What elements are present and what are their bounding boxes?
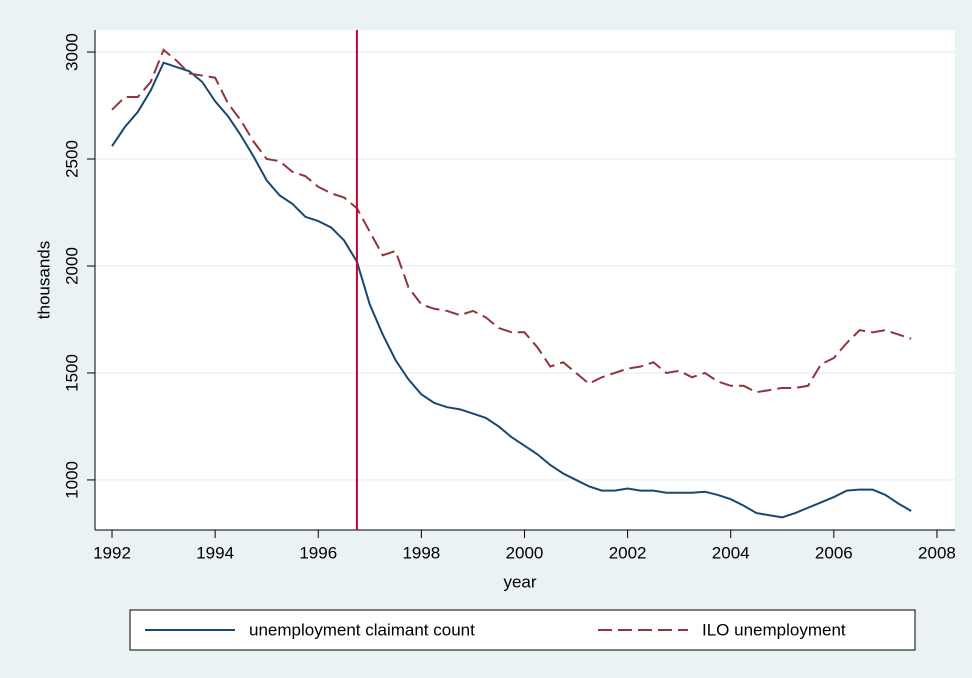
x-tick-label: 2002 [609, 543, 647, 562]
x-tick-label: 2000 [506, 543, 544, 562]
y-tick-label: 1000 [62, 461, 81, 499]
x-tick-label: 2008 [918, 543, 956, 562]
x-axis-title: year [503, 572, 536, 591]
y-tick-label: 3000 [62, 33, 81, 71]
y-tick-label: 2500 [62, 140, 81, 178]
x-tick-label: 2004 [712, 543, 750, 562]
x-tick-label: 1996 [299, 543, 337, 562]
x-tick-label: 1998 [402, 543, 440, 562]
y-axis-title: thousands [34, 241, 53, 319]
data-line [111, 48, 912, 394]
data-line [111, 61, 912, 519]
y-tick-label: 2000 [62, 247, 81, 285]
plot-area [95, 30, 955, 530]
x-tick-label: 1992 [93, 543, 131, 562]
legend-label: unemployment claimant count [249, 620, 475, 639]
legend-label: ILO unemployment [702, 620, 846, 639]
x-tick-label: 2006 [815, 543, 853, 562]
legend [129, 609, 916, 651]
x-tick-label: 1994 [196, 543, 234, 562]
y-tick-label: 1500 [62, 354, 81, 392]
